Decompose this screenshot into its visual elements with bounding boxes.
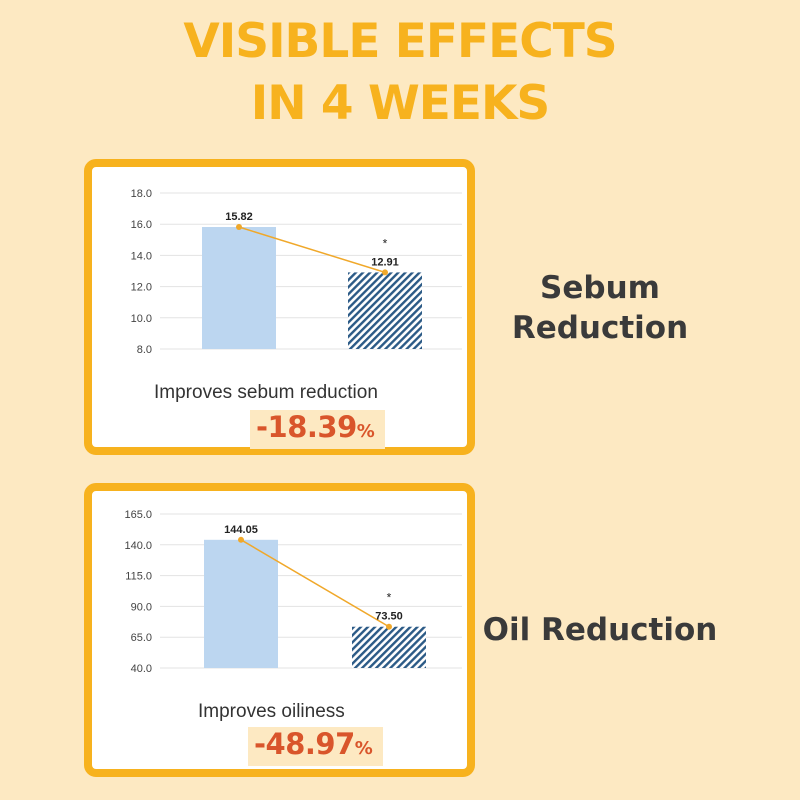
- sebum-percent-badge: -18.39%: [250, 410, 385, 449]
- oil-percent-badge: -48.97%: [248, 727, 383, 766]
- sebum-chart: 8.0 10.0 12.0 14.0 16.0 18.0 15.82 12.91 *: [131, 188, 462, 356]
- y-tick-label: 40.0: [131, 663, 152, 675]
- bar-before: [202, 227, 276, 349]
- y-tick-label: 16.0: [131, 219, 152, 231]
- trend-point: [236, 224, 242, 231]
- page-title-line-1: VISIBLE EFFECTS: [183, 14, 617, 69]
- page-title-line-2: IN 4 WEEKS: [250, 76, 551, 131]
- sebum-chart-card: 8.0 10.0 12.0 14.0 16.0 18.0 15.82 12.91 * Impro…: [84, 159, 475, 455]
- oil-chart-card: 40.0 65.0 90.0 115.0 140.0 165.0 144.05 73.50 * …: [84, 483, 475, 777]
- data-label: 15.82: [225, 211, 253, 223]
- sebum-reduction-label: Sebum Reduction: [500, 268, 700, 348]
- trend-point: [382, 269, 388, 276]
- y-tick-label: 18.0: [131, 188, 152, 200]
- y-tick-label: 12.0: [131, 282, 152, 294]
- oil-percent-unit: %: [354, 738, 373, 759]
- y-tick-label: 140.0: [124, 540, 152, 552]
- trend-line: [240, 539, 390, 628]
- sebum-caption: Improves sebum reduction: [154, 382, 378, 403]
- bar-after: [348, 272, 422, 349]
- bar-before: [204, 539, 278, 668]
- sebum-label-line-2: Reduction: [511, 310, 689, 346]
- oil-label-line-1: Oil Reduction: [482, 612, 718, 648]
- y-tick-label: 65.0: [131, 632, 152, 644]
- trend-line: [238, 226, 386, 274]
- sebum-percent-value: -18.39: [256, 410, 357, 444]
- y-tick-label: 10.0: [131, 313, 152, 325]
- y-tick-label: 14.0: [131, 250, 152, 262]
- data-label: 144.05: [224, 524, 258, 536]
- y-tick-label: 165.0: [124, 509, 152, 521]
- trend-point: [386, 623, 392, 630]
- y-tick-label: 8.0: [137, 344, 152, 356]
- significance-marker: *: [387, 591, 392, 605]
- data-label: 73.50: [375, 611, 403, 623]
- trend-point: [238, 536, 244, 543]
- oil-percent-value: -48.97: [254, 727, 355, 761]
- sebum-label-line-1: Sebum: [540, 270, 660, 306]
- significance-marker: *: [383, 236, 388, 250]
- bar-after: [352, 626, 426, 668]
- oil-chart: 40.0 65.0 90.0 115.0 140.0 165.0 144.05 73.50 *: [124, 509, 462, 675]
- data-label: 12.91: [371, 256, 399, 268]
- y-tick-label: 115.0: [125, 571, 152, 583]
- oil-caption: Improves oiliness: [198, 701, 345, 722]
- oil-reduction-label: Oil Reduction: [480, 610, 720, 650]
- sebum-percent-unit: %: [356, 421, 375, 442]
- y-tick-label: 90.0: [131, 601, 152, 613]
